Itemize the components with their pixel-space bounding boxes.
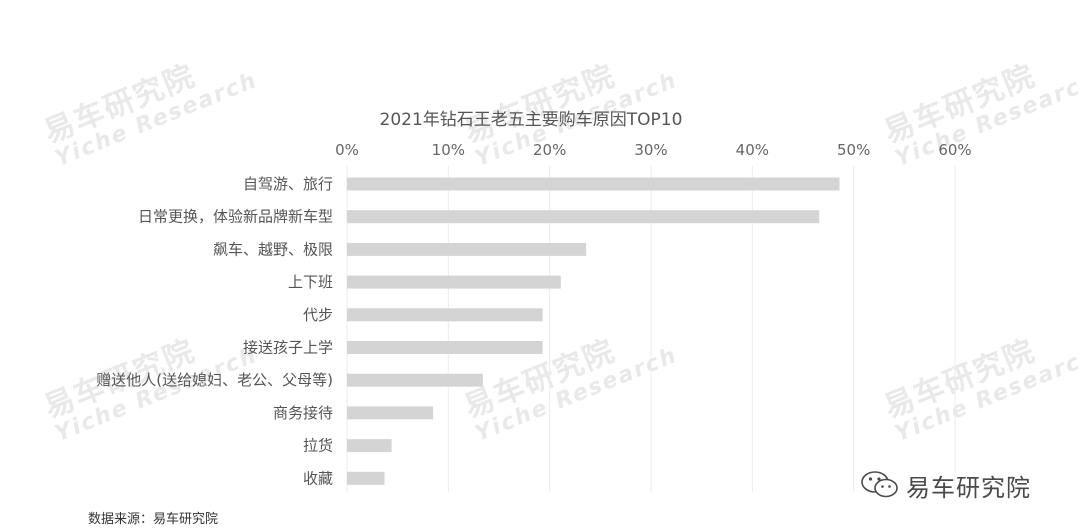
bar (347, 308, 543, 322)
bar (347, 373, 483, 387)
category-label: 赠送他人(送给媳妇、老公、父母等) (96, 371, 333, 389)
bar (347, 341, 543, 354)
category-label: 接送孩子上学 (243, 339, 333, 357)
category-labels: 自驾游、旅行日常更换，体验新品牌新车型飙车、越野、极限上下班代步接送孩子上学赠送… (96, 175, 333, 487)
category-label: 自驾游、旅行 (243, 175, 333, 193)
x-axis-ticks: 0% 10% 20% 30% 40% 50% 60% (335, 141, 972, 159)
category-label: 上下班 (288, 273, 333, 291)
category-label: 飙车、越野、极限 (213, 240, 333, 258)
x-tick-label: 30% (634, 141, 667, 159)
x-tick-label: 0% (335, 141, 359, 159)
wechat-icon (861, 471, 898, 498)
bar (347, 275, 561, 289)
source-note: 数据来源：易车研究院 (88, 512, 219, 527)
badge-text: 易车研究院 (906, 473, 1031, 502)
bar (347, 210, 820, 224)
category-label: 拉货 (303, 437, 333, 455)
category-label: 收藏 (303, 469, 333, 487)
x-tick-label: 50% (837, 141, 870, 159)
x-tick-label: 60% (938, 141, 971, 159)
category-label: 日常更换，体验新品牌新车型 (138, 208, 333, 226)
bar (347, 439, 392, 453)
bar (347, 242, 587, 256)
bar (347, 471, 385, 485)
bar (347, 406, 434, 420)
x-tick-label: 10% (432, 141, 465, 159)
category-label: 代步 (303, 306, 333, 324)
x-tick-label: 40% (736, 141, 769, 159)
category-label: 商务接待 (273, 404, 333, 422)
chart-title: 2021年钻石王老五主要购车原因TOP10 (380, 110, 683, 130)
bar (347, 177, 840, 191)
wechat-badge: 易车研究院 (860, 470, 1031, 502)
x-tick-label: 20% (533, 141, 566, 159)
bars (347, 177, 840, 485)
